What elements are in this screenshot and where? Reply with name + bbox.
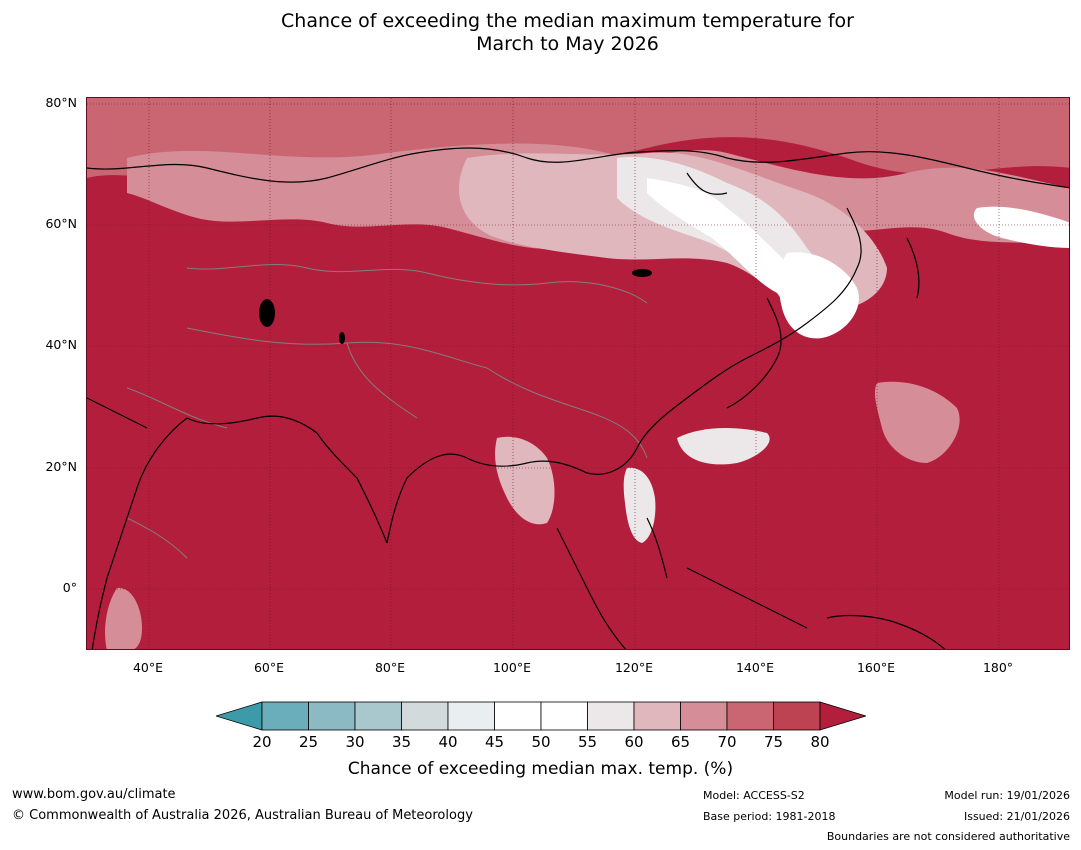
colorbar-segment: [308, 701, 356, 731]
colorbar-tick-label: 45: [484, 733, 505, 751]
model-text: Model: ACCESS-S2: [703, 789, 805, 802]
colorbar-tick-label: 75: [763, 733, 784, 751]
latitude-label: 60°N: [45, 216, 77, 231]
colorbar-segment: [773, 701, 821, 731]
colorbar-tick-label: 55: [577, 733, 598, 751]
colorbar-tick-label: 50: [531, 733, 551, 751]
longitude-label: 180°: [982, 660, 1014, 675]
colorbar-lower-arrow: [216, 701, 263, 731]
colorbar-tick-label: 20: [252, 733, 272, 751]
colorbar-segment: [587, 701, 635, 731]
longitude-label: 140°E: [735, 660, 774, 675]
colorbar-tick-label: 70: [717, 733, 737, 751]
colorbar-segment: [354, 701, 402, 731]
longitude-label: 160°E: [856, 660, 895, 675]
latitude-label: 0°: [62, 580, 77, 595]
longitude-label: 100°E: [492, 660, 531, 675]
coastlines: [87, 147, 1069, 649]
probability-shading: [87, 98, 1069, 649]
copyright-text: © Commonwealth of Australia 2026, Austra…: [12, 808, 473, 823]
colorbar-tick-label: 80: [810, 733, 830, 751]
colorbar-segment: [261, 701, 309, 731]
title-line-2: March to May 2026: [476, 33, 659, 55]
colorbar-segment: [447, 701, 495, 731]
forecast-map: [86, 97, 1070, 650]
longitude-label: 80°E: [374, 660, 406, 675]
colorbar-segment: [494, 701, 542, 731]
longitude-label: 120°E: [614, 660, 653, 675]
disclaimer-text: Boundaries are not considered authoritat…: [826, 830, 1070, 843]
colorbar-tick-label: 40: [438, 733, 458, 751]
country-boundaries: [126, 263, 648, 559]
colorbar-segment: [680, 701, 728, 731]
colorbar-segment: [633, 701, 681, 731]
base-period-text: Base period: 1981-2018: [703, 810, 836, 823]
colorbar-tick-label: 30: [345, 733, 365, 751]
chart-title: Chance of exceeding the median maximum t…: [0, 10, 1081, 56]
title-line-1: Chance of exceeding the median maximum t…: [281, 10, 854, 32]
latitude-label: 80°N: [45, 95, 77, 110]
colorbar-upper-arrow: [819, 701, 866, 731]
latitude-label: 20°N: [45, 459, 77, 474]
colorbar-segment: [726, 701, 774, 731]
colorbar-tick-label: 35: [391, 733, 412, 751]
colorbar-tick-label: 25: [298, 733, 319, 751]
website-link[interactable]: www.bom.gov.au/climate: [12, 787, 176, 802]
longitude-label: 40°E: [132, 660, 164, 675]
colorbar-segment: [540, 701, 588, 731]
colorbar-tick-label: 60: [624, 733, 644, 751]
graticule: [87, 98, 1069, 649]
lakes: [259, 269, 652, 344]
colorbar-segment: [401, 701, 449, 731]
colorbar: [216, 701, 866, 731]
map-canvas: [87, 98, 1069, 649]
latitude-label: 40°N: [45, 337, 77, 352]
issued-text: Issued: 21/01/2026: [963, 810, 1070, 823]
longitude-label: 60°E: [253, 660, 285, 675]
colorbar-title: Chance of exceeding median max. temp. (%…: [347, 759, 734, 779]
model-run-text: Model run: 19/01/2026: [944, 789, 1070, 802]
colorbar-tick-label: 65: [670, 733, 691, 751]
